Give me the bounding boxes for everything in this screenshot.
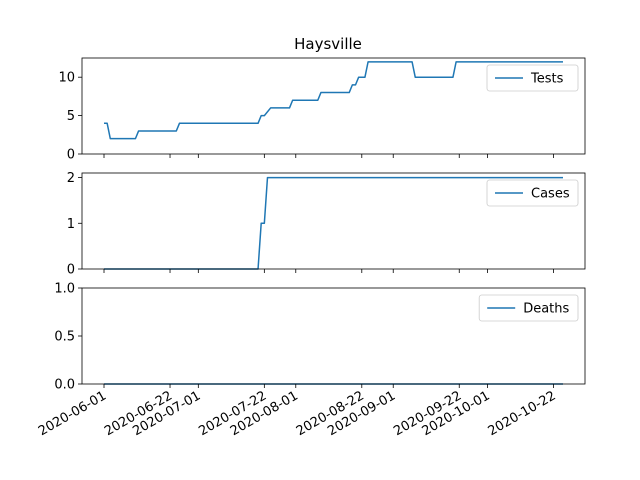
y-tick-label: 0	[67, 148, 75, 163]
axes-frame	[81, 172, 586, 270]
axes-frame	[81, 57, 586, 155]
legend-label: Tests	[530, 72, 564, 87]
legend-box	[486, 64, 579, 92]
subplot-1: 0 5 10 Tests	[58, 57, 586, 163]
legend-label: Cases	[531, 187, 570, 202]
subplot-3: 0.0 0.5 1.0 Deaths	[54, 282, 586, 393]
series-line-tests	[104, 61, 563, 140]
y-tick-label: 1	[67, 217, 75, 232]
subplot-2: 0 1 2 Cases	[67, 171, 586, 278]
legend-box	[486, 179, 579, 207]
y-tick-label: 0.0	[54, 378, 75, 393]
figure-title: Haysville	[294, 35, 362, 53]
y-tick-label: 5	[67, 109, 75, 124]
y-tick-label: 0	[67, 263, 75, 278]
y-tick-label: 0.5	[54, 330, 75, 345]
y-tick-label: 10	[58, 71, 75, 86]
y-tick-label: 2	[67, 171, 75, 186]
legend-box	[478, 294, 579, 322]
legend-label: Deaths	[523, 302, 569, 317]
y-tick-label: 1.0	[54, 282, 75, 297]
